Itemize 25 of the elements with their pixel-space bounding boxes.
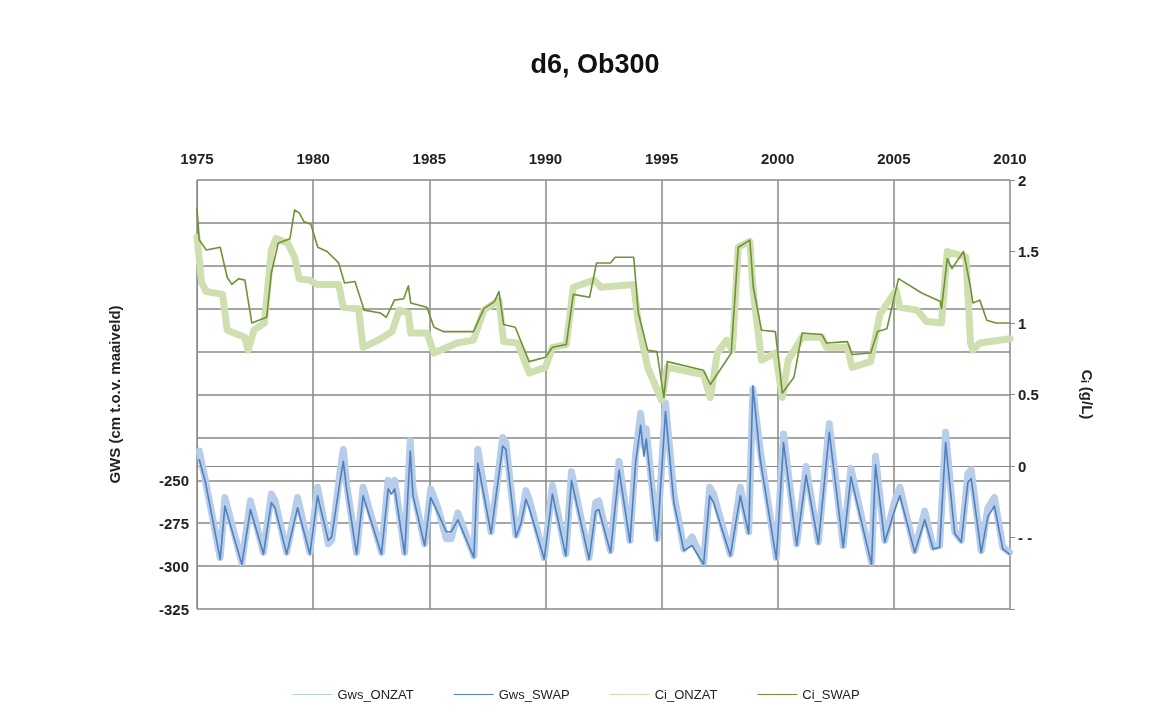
legend-label: Gws_ONZAT — [337, 687, 414, 702]
y2-tick-label: - - — [1018, 529, 1033, 546]
y-tick-label: -300 — [158, 557, 189, 575]
y2-tick-label: 0 — [1018, 457, 1027, 475]
x-tick-label: 1995 — [644, 150, 679, 167]
x-tick-label: 1990 — [528, 150, 563, 167]
y2-axis-title: Cᵢ (g/L) — [1079, 369, 1096, 420]
y2-tick-label: 1 — [1018, 314, 1027, 332]
y-tick-label: -275 — [158, 514, 189, 532]
y2-tick-label: 0.5 — [1018, 386, 1039, 403]
legend-label: Gws_SWAP — [498, 687, 570, 702]
y-tick-label: -250 — [158, 471, 189, 489]
y2-tick-label: 2 — [1018, 171, 1027, 189]
x-tick-label: 2010 — [993, 150, 1027, 167]
legend-label: Ci_SWAP — [802, 687, 860, 702]
x-tick-label: 1975 — [180, 150, 214, 167]
x-tick-label: 1980 — [296, 150, 330, 167]
x-tick-label: 1985 — [412, 150, 446, 167]
chart-title: d6, Ob300 — [530, 48, 660, 79]
legend-label: Ci_ONZAT — [654, 687, 718, 702]
y-tick-label: -325 — [158, 600, 189, 618]
x-tick-label: 2005 — [877, 150, 911, 167]
y-axis-title: GWS (cm t.o.v. maaiveld) — [106, 305, 123, 484]
y2-tick-label: 1.5 — [1018, 243, 1039, 260]
x-tick-label: 2000 — [761, 150, 795, 167]
